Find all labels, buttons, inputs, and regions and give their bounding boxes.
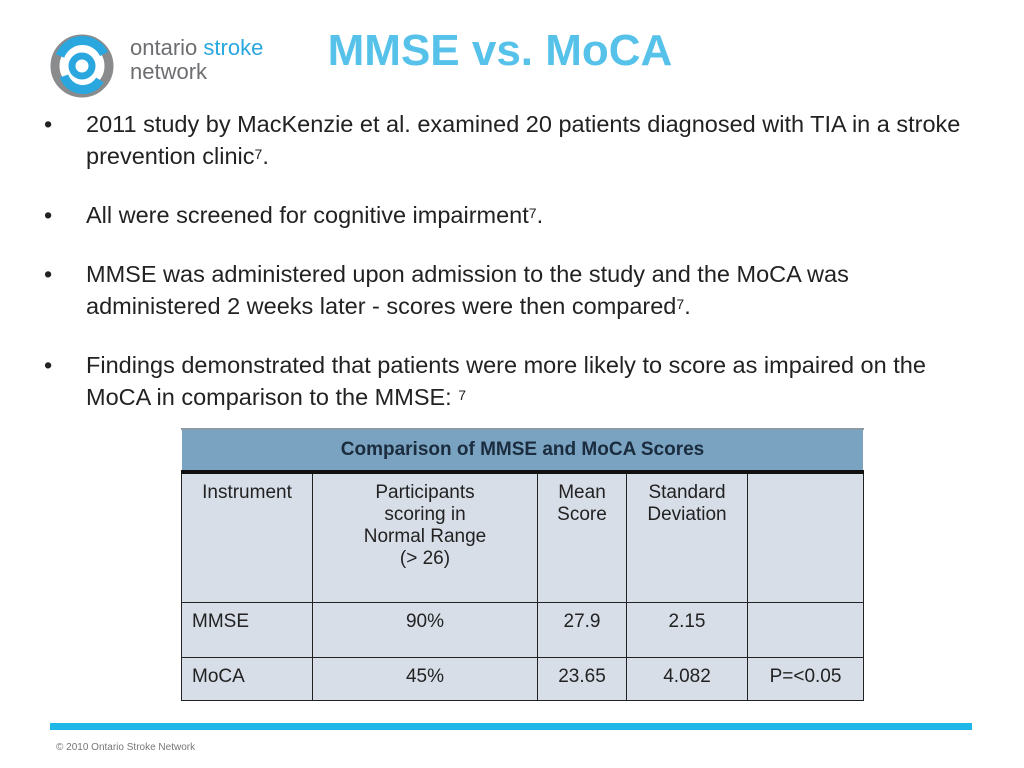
table-row: MMSE 90% 27.9 2.15 [181,602,864,658]
header-participants: Participants scoring in Normal Range (> … [312,471,538,603]
bullet-punct: . [536,202,544,228]
table-row: MoCA 45% 23.65 4.082 P=<0.05 [181,657,864,701]
header-sd-line: Deviation [647,504,727,525]
cell-mean: 27.9 [537,602,627,658]
header-participants-line: Participants [375,482,475,503]
header-instrument: Instrument [181,471,313,603]
bullet-punct: . [684,293,691,319]
logo-word-ontario: ontario [130,35,198,60]
table-caption: Comparison of MMSE and MoCA Scores [181,428,864,474]
cell-participants: 45% [312,657,538,701]
table-caption-row: Comparison of MMSE and MoCA Scores [181,428,864,474]
header-standard-deviation: Standard Deviation [626,471,748,603]
logo-wordmark: ontario stroke network [130,36,263,84]
ontario-stroke-network-logo-icon [50,34,114,98]
header-mean-score: Mean Score [537,471,627,603]
bullet-item: • All were screened for cognitive impairm… [44,199,984,231]
cell-mean: 23.65 [537,657,627,701]
slide-title: MMSE vs. MoCA [0,26,1024,76]
citation-superscript: 7 [528,205,537,221]
bullet-marker: • [44,202,53,228]
bullet-text: MMSE was administered upon admission to … [86,261,849,319]
logo-word-stroke: stroke [203,35,264,60]
header-significance [747,471,864,603]
cell-significance: P=<0.05 [747,657,864,701]
cell-significance [747,602,864,658]
bullet-marker: • [44,352,53,378]
cell-participants: 90% [312,602,538,658]
bullet-list: • 2011 study by MacKenzie et al. examined… [44,108,984,440]
logo-word-network: network [130,59,208,84]
citation-superscript: 7 [676,296,685,312]
header-mean-line: Mean [558,482,606,503]
comparison-table: Comparison of MMSE and MoCA Scores Instr… [181,428,864,701]
bullet-text: All were screened for cognitive impairme… [86,202,529,228]
bullet-item: • MMSE was administered upon admission to… [44,258,984,322]
cell-sd: 2.15 [626,602,748,658]
bullet-punct: . [262,143,269,169]
header-participants-line: Normal Range [363,526,487,547]
cell-instrument: MoCA [181,657,313,701]
citation-superscript: 7 [458,387,467,403]
cell-sd: 4.082 [626,657,748,701]
header-sd-line: Standard [648,482,726,503]
table-header-row: Instrument Participants scoring in Norma… [181,471,864,603]
bullet-text: 2011 study by MacKenzie et al. examined … [86,111,961,169]
bullet-marker: • [44,261,53,287]
citation-superscript: 7 [254,146,263,162]
slide-title-text: MMSE vs. MoCA [327,26,673,75]
header-mean-line: Score [557,504,607,525]
bullet-text: Findings demonstrated that patients were… [86,352,926,410]
bullet-item: • Findings demonstrated that patients wer… [44,349,984,413]
header-participants-line: scoring in [384,504,466,525]
footer-copyright: © 2010 Ontario Stroke Network [56,742,196,753]
footer-divider [50,723,972,730]
ontario-stroke-network-logo: ontario stroke network [50,26,290,106]
bullet-item: • 2011 study by MacKenzie et al. examined… [44,108,984,172]
cell-instrument: MMSE [181,602,313,658]
bullet-marker: • [44,111,53,137]
header-participants-line: (> 26) [399,548,451,569]
